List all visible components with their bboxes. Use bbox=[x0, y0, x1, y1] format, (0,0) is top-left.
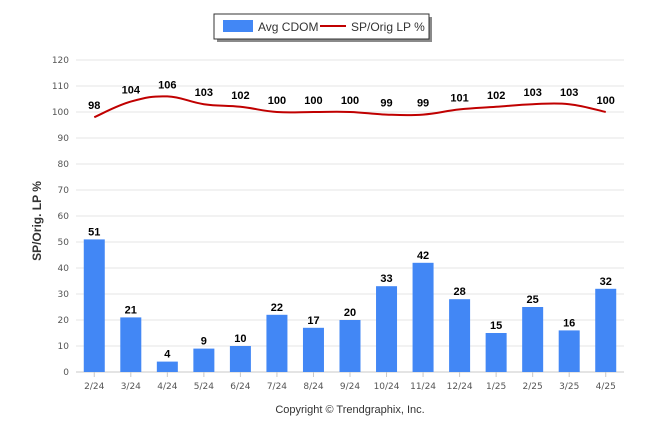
line-data-label: 100 bbox=[304, 95, 322, 107]
legend: Avg CDOM SP/Orig LP % bbox=[213, 13, 432, 42]
bar bbox=[522, 307, 544, 372]
bar-data-label: 51 bbox=[88, 226, 100, 238]
bar-data-label: 22 bbox=[271, 302, 283, 314]
x-tick-label: 7/24 bbox=[267, 382, 287, 392]
y-tick-label: 120 bbox=[52, 56, 69, 66]
y-tick-label: 30 bbox=[58, 290, 70, 300]
x-tick-label: 2/24 bbox=[84, 382, 104, 392]
legend-swatch-avg-cdom bbox=[223, 20, 253, 32]
x-tick-label: 3/25 bbox=[559, 382, 579, 392]
line-series bbox=[93, 95, 606, 119]
bar bbox=[339, 320, 361, 372]
copyright-text: Copyright © Trendgraphix, Inc. bbox=[275, 404, 424, 416]
x-tick-label: 4/25 bbox=[596, 382, 616, 392]
y-tick-label: 70 bbox=[58, 186, 70, 196]
bar bbox=[302, 327, 324, 372]
line-data-label: 102 bbox=[487, 90, 505, 102]
bar bbox=[229, 346, 251, 372]
bar bbox=[83, 239, 105, 372]
bar-data-label: 16 bbox=[563, 317, 575, 329]
line-data-label: 99 bbox=[380, 98, 392, 110]
bar bbox=[449, 299, 471, 372]
y-tick-label: 50 bbox=[58, 238, 70, 248]
x-tick-label: 5/24 bbox=[194, 382, 214, 392]
y-tick-label: 90 bbox=[58, 134, 70, 144]
line-data-label: 104 bbox=[122, 85, 141, 97]
line-data-label: 102 bbox=[231, 90, 249, 102]
bar-data-label: 20 bbox=[344, 307, 356, 319]
x-tick-label: 2/25 bbox=[523, 382, 543, 392]
y-tick-label: 40 bbox=[58, 264, 70, 274]
bar bbox=[595, 288, 617, 372]
line-data-label: 100 bbox=[597, 95, 615, 107]
bar bbox=[193, 348, 215, 372]
bar bbox=[266, 314, 288, 372]
bar bbox=[376, 286, 398, 372]
line-data-label: 99 bbox=[417, 98, 429, 110]
x-tick-label: 12/24 bbox=[447, 382, 473, 392]
y-tick-label: 110 bbox=[52, 82, 69, 92]
line-data-label: 100 bbox=[268, 95, 286, 107]
y-tick-label: 60 bbox=[58, 212, 70, 222]
y-tick-label: 80 bbox=[58, 160, 70, 170]
bar bbox=[485, 333, 507, 372]
bar bbox=[558, 330, 580, 372]
bar-data-label: 17 bbox=[307, 315, 319, 327]
line-data-label: 101 bbox=[450, 92, 468, 104]
line-data-label: 106 bbox=[158, 79, 176, 91]
bar-data-label: 9 bbox=[201, 336, 207, 348]
line-data-label: 103 bbox=[560, 87, 578, 99]
bar bbox=[412, 262, 434, 372]
bar-data-label: 10 bbox=[234, 333, 246, 345]
bar-data-label: 15 bbox=[490, 320, 502, 332]
line-data-label: 98 bbox=[88, 100, 100, 112]
bar bbox=[120, 317, 142, 372]
x-tick-label: 6/24 bbox=[230, 382, 250, 392]
x-tick-label: 1/25 bbox=[486, 382, 506, 392]
bar-data-label: 28 bbox=[453, 286, 465, 298]
bar-data-label: 4 bbox=[164, 349, 171, 361]
x-tick-label: 10/24 bbox=[374, 382, 400, 392]
x-tick-label: 4/24 bbox=[157, 382, 177, 392]
y-axis-title: SP/Orig. LP % bbox=[30, 181, 44, 261]
x-tick-label: 9/24 bbox=[340, 382, 360, 392]
x-tick-label: 3/24 bbox=[121, 382, 141, 392]
bar bbox=[156, 361, 178, 372]
bar-data-label: 25 bbox=[527, 294, 539, 306]
line-data-label: 103 bbox=[523, 87, 541, 99]
y-tick-label: 10 bbox=[58, 342, 70, 352]
bar-data-label: 21 bbox=[125, 304, 137, 316]
y-axis-ticks: 0 10 20 30 40 50 60 70 80 90 100 110 120 bbox=[52, 56, 69, 378]
y-tick-label: 20 bbox=[58, 316, 70, 326]
x-tick-label: 8/24 bbox=[303, 382, 323, 392]
line-data-label: 103 bbox=[195, 87, 213, 99]
sp-orig-lp-line bbox=[93, 95, 606, 119]
x-tick-label: 11/24 bbox=[410, 382, 436, 392]
data-labels: 51 21 4 9 10 22 17 20 33 42 28 15 25 16 32 98 104 106 103 1… bbox=[88, 79, 615, 360]
bar-data-label: 32 bbox=[600, 276, 612, 288]
line-data-label: 100 bbox=[341, 95, 359, 107]
legend-label-sp-orig-lp: SP/Orig LP % bbox=[351, 20, 425, 34]
bar-data-label: 33 bbox=[380, 273, 392, 285]
bar-data-label: 42 bbox=[417, 250, 429, 262]
x-axis: 2/24 3/24 4/24 5/24 6/24 7/24 8/24 9/24 10/24 11/… bbox=[84, 372, 616, 392]
bars bbox=[83, 239, 617, 372]
y-tick-label: 100 bbox=[52, 108, 69, 118]
legend-label-avg-cdom: Avg CDOM bbox=[258, 20, 318, 34]
y-tick-label: 0 bbox=[63, 368, 69, 378]
